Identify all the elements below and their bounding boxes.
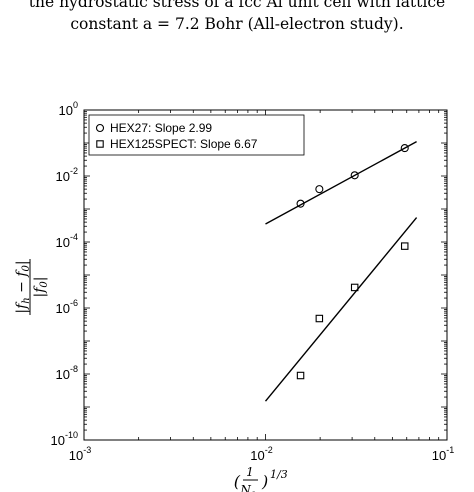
svg-text:Ne: Ne xyxy=(239,483,256,492)
svg-text:1/3: 1/3 xyxy=(270,468,288,481)
legend-label: HEX125SPECT: Slope 6.67 xyxy=(110,137,258,151)
axis-ticks: 10-3 10-2 10-1 100 10-2 10-4 10-6 10-8 10-10 xyxy=(51,100,455,463)
square-marker xyxy=(315,314,324,323)
y-tick-label: 10-10 xyxy=(51,430,78,448)
fit-lines xyxy=(264,141,418,402)
svg-text:1: 1 xyxy=(246,465,254,479)
circle-marker xyxy=(296,199,305,208)
legend-label: HEX27: Slope 2.99 xyxy=(110,121,212,135)
svg-text:|fh − f0|: |fh − f0| xyxy=(14,260,32,313)
legend-square-marker xyxy=(96,140,104,148)
legend: HEX27: Slope 2.99 HEX125SPECT: Slope 6.67 xyxy=(88,114,305,156)
legend-circle-marker xyxy=(95,123,105,133)
circle-marker xyxy=(350,171,359,180)
svg-text:(: ( xyxy=(234,472,241,491)
svg-text:|f0|: |f0| xyxy=(32,277,50,298)
square-marker xyxy=(400,242,409,250)
plot-area xyxy=(83,109,448,441)
x-axis-label: ( 1 Ne ) 1/3 xyxy=(234,465,288,492)
circle-marker xyxy=(315,185,324,194)
legend-box xyxy=(88,114,305,156)
square-marker xyxy=(350,283,359,292)
x-tick-label: 10-1 xyxy=(432,445,454,463)
data-markers xyxy=(296,144,409,380)
y-tick-label: 10-4 xyxy=(56,232,78,250)
caption-line-2: constant a = 7.2 Bohr (All-electron stud… xyxy=(70,15,404,33)
caption-line-1: the hydrostatic stress of a fcc Al unit … xyxy=(28,0,446,11)
fit-line-series-1 xyxy=(265,141,417,225)
y-axis-label: |fh − f0| |f0| xyxy=(14,259,50,315)
y-tick-label: 100 xyxy=(59,100,78,118)
fit-line-series-2 xyxy=(264,217,418,402)
y-tick-label: 10-6 xyxy=(56,298,78,316)
x-tick-label: 10-3 xyxy=(69,445,91,463)
y-tick-label: 10-8 xyxy=(56,364,78,382)
svg-text:): ) xyxy=(261,472,268,491)
y-tick-label: 10-2 xyxy=(56,166,78,184)
square-marker xyxy=(296,371,305,380)
circle-marker xyxy=(400,144,409,153)
x-tick-label: 10-2 xyxy=(250,445,272,463)
